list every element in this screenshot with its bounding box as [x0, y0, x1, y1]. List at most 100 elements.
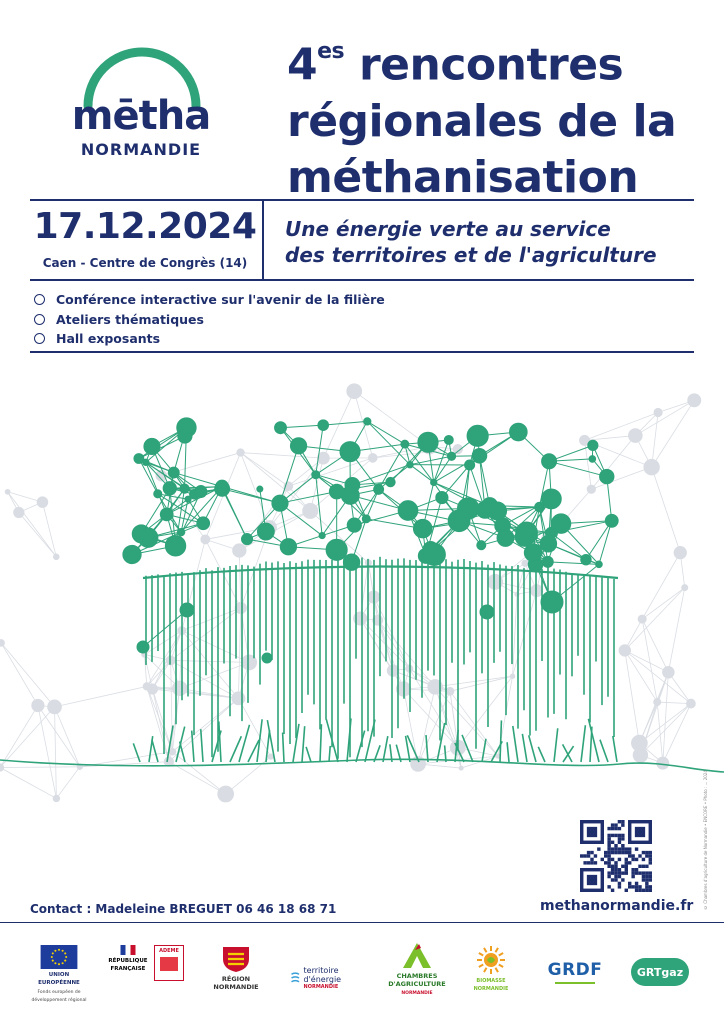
- grey-link: [309, 510, 369, 564]
- qr-module: [638, 871, 642, 875]
- te-sublabel: NORMANDIE: [303, 984, 339, 990]
- grey-node: [172, 680, 188, 697]
- qr-module: [631, 874, 635, 879]
- grass-blade: [328, 745, 332, 763]
- green-node: [342, 553, 361, 571]
- green-link: [323, 420, 368, 426]
- title-line-2: régionales de la: [287, 95, 677, 147]
- grey-link: [0, 642, 39, 706]
- grass-blade: [612, 735, 618, 763]
- qr-module: [614, 871, 618, 875]
- qr-module: [628, 881, 632, 886]
- grey-link: [640, 703, 692, 756]
- grey-link: [641, 587, 685, 620]
- qr-module: [631, 868, 635, 872]
- qr-module: [580, 854, 584, 858]
- grey-link: [668, 672, 692, 704]
- grey-link: [54, 706, 57, 799]
- green-link: [166, 486, 223, 515]
- qr-module: [645, 874, 649, 879]
- grey-node: [346, 383, 363, 400]
- sun-ray: [483, 967, 488, 973]
- grey-link: [641, 618, 669, 673]
- qr-module: [607, 871, 611, 875]
- title-line-1: 4es rencontres: [287, 39, 624, 91]
- territoire-energie-icon: [291, 972, 300, 983]
- grey-link: [435, 675, 513, 688]
- grey-node: [200, 534, 211, 545]
- grey-link: [309, 457, 374, 512]
- green-node: [471, 448, 488, 464]
- grey-link: [372, 448, 458, 459]
- grey-link: [377, 619, 436, 688]
- website-link[interactable]: methanormandie.fr: [540, 898, 694, 914]
- qr-module: [631, 857, 635, 862]
- rf-label: RÉPUBLIQUE FRANÇAISE: [108, 958, 148, 972]
- green-node: [328, 483, 345, 500]
- green-node: [406, 460, 414, 469]
- green-node: [550, 513, 572, 534]
- qr-module: [590, 857, 594, 862]
- qr-module: [610, 847, 615, 851]
- qr-module: [607, 850, 611, 855]
- normandie-shield-icon: [223, 947, 249, 972]
- qr-module: [617, 885, 622, 889]
- sun-ray: [498, 963, 504, 968]
- qr-code[interactable]: [580, 820, 652, 892]
- qr-module: [634, 868, 639, 872]
- green-link: [538, 506, 549, 562]
- program-item: Conférence interactive sur l'avenir de l…: [34, 290, 385, 308]
- green-node: [133, 453, 145, 464]
- biomasse-label: BIOMASSE NORMANDIE: [473, 978, 509, 992]
- sponsor-region-normandie: RÉGION NORMANDIE: [204, 945, 268, 1005]
- qr-module: [610, 864, 615, 868]
- grey-link: [238, 698, 272, 757]
- green-node: [194, 485, 208, 499]
- qr-module: [590, 861, 594, 865]
- grass-blade: [151, 739, 159, 763]
- ademe-badge: ADEME: [154, 945, 184, 981]
- qr-module: [614, 861, 618, 865]
- qr-module: [621, 833, 625, 838]
- grey-link: [641, 552, 681, 620]
- grass-blade: [190, 730, 195, 763]
- qr-module: [628, 885, 632, 889]
- grey-link: [417, 686, 436, 765]
- bullet-circle-icon: [34, 293, 45, 305]
- qr-module: [645, 864, 649, 868]
- qr-module: [610, 833, 615, 838]
- green-node: [523, 543, 543, 562]
- green-node: [215, 479, 230, 494]
- grey-link: [373, 596, 394, 671]
- green-node: [177, 428, 193, 444]
- grey-link: [54, 686, 147, 708]
- green-node: [479, 604, 495, 620]
- grey-link: [584, 412, 659, 441]
- green-node: [373, 483, 385, 495]
- green-node: [541, 555, 554, 568]
- green-node: [256, 485, 264, 493]
- grass-blade: [461, 734, 474, 763]
- green-link: [180, 499, 189, 533]
- grey-node: [427, 679, 443, 695]
- qr-module: [621, 850, 625, 855]
- event-title: 4es rencontres régionales de la méthanis…: [287, 30, 717, 206]
- eu-sublabel: Fonds européen de développement régional: [31, 990, 87, 1003]
- grey-node: [452, 444, 463, 455]
- green-node: [595, 560, 603, 569]
- qr-module: [614, 874, 618, 879]
- grey-link: [168, 761, 226, 795]
- green-node: [143, 437, 161, 455]
- green-link: [433, 439, 450, 483]
- green-node: [289, 437, 308, 455]
- grey-node: [168, 747, 177, 756]
- green-node: [446, 451, 457, 461]
- qr-module: [604, 854, 608, 858]
- green-node: [385, 476, 396, 488]
- qr-module: [641, 864, 646, 868]
- qr-module: [617, 874, 622, 879]
- green-link: [173, 472, 223, 488]
- green-node: [164, 535, 187, 557]
- green-link: [138, 435, 186, 459]
- grey-node: [509, 673, 516, 679]
